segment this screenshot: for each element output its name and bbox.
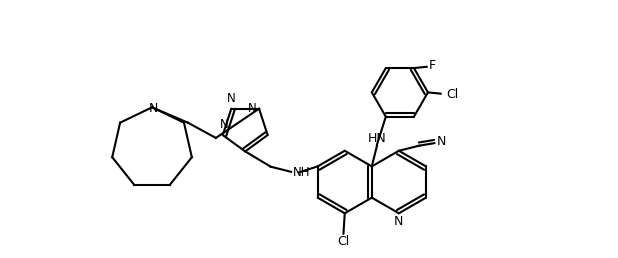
Text: F: F	[430, 59, 436, 72]
Text: Cl: Cl	[446, 88, 458, 101]
Text: N: N	[248, 102, 256, 115]
Text: N: N	[148, 102, 158, 115]
Text: N: N	[219, 118, 229, 131]
Text: N: N	[227, 92, 235, 105]
Text: N: N	[394, 215, 404, 228]
Text: Cl: Cl	[337, 235, 350, 248]
Text: NH: NH	[292, 166, 310, 179]
Text: N: N	[437, 135, 447, 148]
Text: HN: HN	[368, 132, 386, 145]
